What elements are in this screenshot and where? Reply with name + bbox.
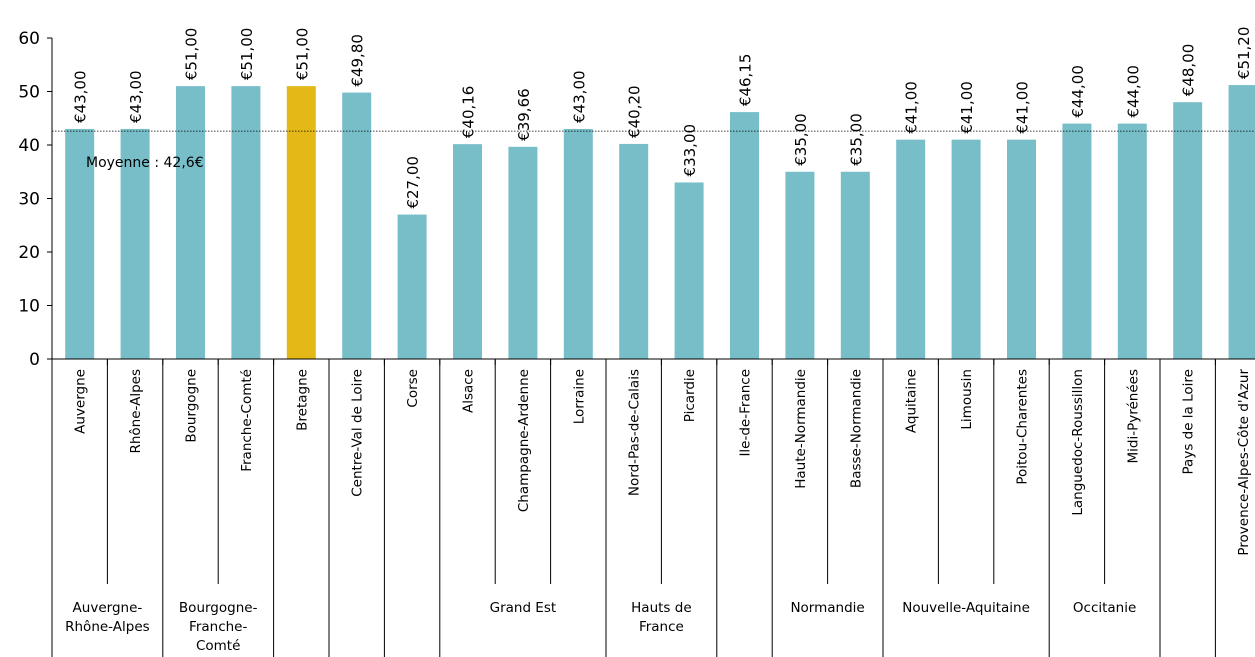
- bar-provence-alpes-c-te-d-azur: [1228, 85, 1255, 359]
- bar-value-label: €44,00: [1069, 65, 1087, 118]
- category-label: Picardie: [682, 369, 698, 422]
- y-tick-label: 60: [18, 29, 40, 49]
- y-axis: 0 10 20 30 40 50 60: [18, 29, 53, 370]
- group-label: Occitanie: [1073, 600, 1136, 616]
- category-label: Corse: [405, 369, 421, 408]
- category-label: Rhône-Alpes: [128, 369, 144, 454]
- category-label: Franche-Comté: [239, 369, 255, 472]
- bar-value-label: €35,00: [792, 113, 810, 166]
- category-label: Haute-Normandie: [793, 369, 809, 489]
- bar-value-label: €46,15: [737, 54, 755, 107]
- category-label: Auvergne: [73, 369, 89, 434]
- bar-value-label: €43,00: [570, 70, 588, 123]
- category-label: Alsace: [461, 369, 477, 413]
- category-label: Basse-Normandie: [848, 369, 864, 488]
- bar-bourgogne: [176, 86, 205, 360]
- category-label: Midi-Pyrénées: [1125, 369, 1141, 463]
- bar-ile-de-france: [730, 112, 759, 359]
- value-labels: €43,00 €43,00 €51,00 €51,00 €51,00 €49,80 €27,…: [72, 27, 1253, 209]
- y-tick-label: 20: [18, 243, 40, 263]
- category-label: Nord-Pas-de-Calais: [627, 369, 643, 496]
- group-label: Nouvelle-Aquitaine: [902, 600, 1030, 616]
- group-label: Comté: [196, 638, 240, 654]
- bar-value-label: €43,00: [72, 70, 90, 123]
- bar-value-label: €40,20: [626, 85, 644, 138]
- category-label: Lorraine: [571, 369, 587, 424]
- bar-midi-pyr-n-es: [1117, 123, 1147, 359]
- bar-bretagne: [286, 86, 316, 360]
- bar-languedoc-roussillon: [1062, 123, 1092, 359]
- bar-value-label: €48,00: [1180, 44, 1198, 97]
- bar-value-label: €43,00: [127, 70, 145, 123]
- bar-picardie: [674, 182, 704, 359]
- average-label: Moyenne : 42,6€: [86, 155, 204, 171]
- bar-auvergne: [65, 128, 95, 359]
- bar-value-label: €41,00: [903, 81, 921, 134]
- bar-champagne-ardenne: [508, 146, 538, 359]
- bar-value-label: €40,16: [460, 86, 478, 139]
- category-label: Pays de la Loire: [1181, 369, 1197, 474]
- group-label: Auvergne-: [73, 600, 143, 616]
- category-label: Centre-Val de Loire: [350, 369, 366, 497]
- category-label: Ile-de-France: [738, 369, 754, 457]
- average-line-group: Moyenne : 42,6€: [52, 130, 1255, 171]
- category-label: Bretagne: [294, 369, 310, 431]
- bar-value-label: €49,80: [349, 34, 367, 87]
- category-label: Limousin: [959, 369, 975, 430]
- bar-franche-comt-: [231, 86, 261, 360]
- bars: [65, 85, 1255, 360]
- bar-nord-pas-de-calais: [619, 143, 649, 359]
- group-label: Hauts de: [631, 600, 691, 616]
- category-label: Poitou-Charentes: [1015, 369, 1031, 485]
- bar-value-label: €51,20: [1235, 27, 1253, 80]
- bar-value-label: €27,00: [404, 156, 422, 209]
- bar-value-label: €44,00: [1124, 65, 1142, 118]
- group-label: Rhône-Alpes: [65, 619, 150, 635]
- bar-aquitaine: [896, 139, 926, 359]
- bar-value-label: €39,66: [515, 88, 533, 141]
- y-tick-label: 40: [18, 136, 40, 156]
- bar-value-label: €51,00: [293, 28, 311, 81]
- category-label: Languedoc-Roussillon: [1070, 369, 1086, 516]
- bar-value-label: €51,00: [238, 28, 256, 81]
- bar-value-label: €51,00: [183, 28, 201, 81]
- bar-value-label: €35,00: [847, 113, 865, 166]
- group-axis: Auvergne-Rhône-AlpesBourgogne-Franche-Co…: [51, 359, 1216, 657]
- y-tick-label: 0: [29, 350, 40, 370]
- bar-alsace: [453, 144, 482, 359]
- bar-limousin: [951, 139, 981, 359]
- y-tick-label: 10: [18, 297, 40, 317]
- bar-haute-normandie: [785, 171, 815, 359]
- group-label: Bourgogne-: [179, 600, 258, 616]
- bar-centre-val-de-loire: [342, 92, 372, 359]
- bar-corse: [397, 214, 427, 359]
- bar-basse-normandie: [840, 171, 870, 359]
- x-axis: Auvergne Rhône-Alpes Bourgogne Franche-Comt…: [51, 358, 1255, 556]
- category-label: Aquitaine: [904, 369, 920, 433]
- group-label: Grand Est: [490, 600, 557, 616]
- category-label: Champagne-Ardenne: [516, 369, 532, 512]
- y-tick-label: 50: [18, 83, 40, 103]
- bar-lorraine: [563, 128, 593, 359]
- y-tick-label: 30: [18, 190, 40, 210]
- group-label: Franche-: [189, 619, 247, 635]
- group-label: France: [639, 619, 684, 635]
- bar-rh-ne-alpes: [120, 128, 150, 359]
- bar-pays-de-la-loire: [1173, 102, 1203, 359]
- bar-value-label: €41,00: [958, 81, 976, 134]
- bar-value-label: €41,00: [1014, 81, 1032, 134]
- bar-poitou-charentes: [1007, 139, 1036, 359]
- bar-value-label: €33,00: [681, 124, 699, 177]
- category-label: Bourgogne: [184, 369, 200, 443]
- category-label: Provence-Alpes-Côte d'Azur: [1236, 369, 1252, 556]
- group-label: Normandie: [790, 600, 864, 616]
